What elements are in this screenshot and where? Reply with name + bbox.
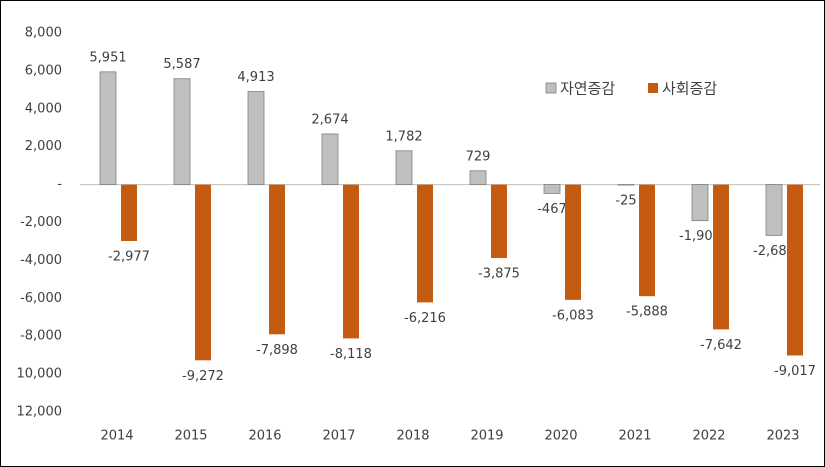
y-tick-label: 2,000 [25, 139, 62, 154]
bar [395, 150, 413, 186]
data-label: -7,898 [256, 343, 298, 358]
bar [565, 184, 581, 300]
x-tick-label: 2023 [766, 429, 799, 444]
bar [247, 91, 265, 185]
y-tick-label: -8,000 [20, 329, 62, 344]
legend-swatch [648, 83, 658, 93]
x-tick-label: 2017 [322, 429, 355, 444]
legend-label: 사회증감 [662, 80, 717, 98]
x-tick-label: 2022 [692, 429, 725, 444]
bar [765, 184, 783, 236]
data-label: -6,216 [404, 311, 446, 326]
bar [195, 184, 211, 361]
bar [343, 184, 359, 339]
data-label: 5,951 [89, 50, 126, 65]
bar [639, 184, 655, 297]
x-tick-label: 2019 [470, 429, 503, 444]
data-label: 5,587 [163, 57, 200, 72]
bar [173, 78, 191, 185]
bar [491, 184, 507, 259]
bar [469, 170, 487, 185]
data-label: 729 [466, 149, 491, 164]
y-tick-label: 8,000 [25, 26, 62, 41]
x-tick-label: 2020 [544, 429, 577, 444]
bar [321, 133, 339, 186]
data-label: -25 [615, 194, 636, 209]
legend-swatch [545, 82, 557, 94]
data-label: 2,674 [311, 112, 348, 127]
data-label: 1,782 [385, 129, 422, 144]
data-label: -6,083 [552, 308, 594, 323]
bar [691, 184, 709, 222]
x-tick-label: 2021 [618, 429, 651, 444]
x-tick-label: 2018 [396, 429, 429, 444]
data-label: -7,642 [700, 338, 742, 353]
bar [543, 184, 561, 194]
y-tick-label: -6,000 [20, 291, 62, 306]
y-tick-label: -2,000 [20, 215, 62, 230]
data-label: -1,904 [679, 229, 721, 244]
y-tick-label: -4,000 [20, 253, 62, 268]
data-label: -5,888 [626, 305, 668, 320]
legend-label: 자연증감 [560, 80, 615, 98]
bar [713, 184, 729, 330]
bar [417, 184, 433, 303]
data-label: -2,977 [108, 250, 150, 265]
y-tick-label: 6,000 [25, 63, 62, 78]
y-tick-label: 12,000 [17, 405, 63, 420]
y-tick-label: 4,000 [25, 101, 62, 116]
bar [121, 184, 137, 242]
x-tick-label: 2014 [100, 429, 133, 444]
bar [99, 71, 117, 185]
data-label: -9,017 [774, 364, 816, 379]
y-tick-label: - [57, 177, 62, 192]
data-label: 4,913 [237, 70, 274, 85]
data-label: -467 [537, 202, 567, 217]
x-tick-label: 2016 [248, 429, 281, 444]
x-tick-label: 2015 [174, 429, 207, 444]
bar [787, 184, 803, 356]
data-label: -2,681 [753, 244, 795, 259]
data-label: -3,875 [478, 267, 520, 282]
y-tick-label: 10,000 [17, 367, 63, 382]
bar [269, 184, 285, 335]
data-label: -8,118 [330, 347, 372, 362]
data-label: -9,272 [182, 369, 224, 384]
